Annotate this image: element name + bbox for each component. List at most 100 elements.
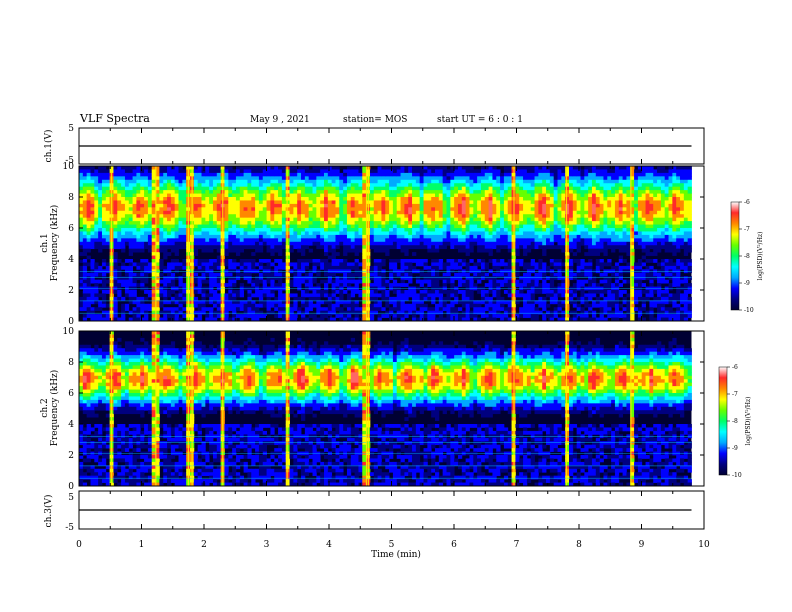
spectrogram-cell xyxy=(412,214,417,219)
spectrogram-cell xyxy=(98,279,103,284)
spectrogram-cell xyxy=(243,307,248,312)
spectrogram-cell xyxy=(243,262,248,267)
spectrogram-cell xyxy=(335,283,340,287)
spectrogram-cell xyxy=(163,252,168,256)
spectrogram-cell xyxy=(435,221,440,225)
spectrogram-cell xyxy=(392,217,398,222)
spectrogram-cell xyxy=(369,169,375,174)
spectrogram-cell xyxy=(530,217,535,222)
spectrogram-cell xyxy=(293,293,298,298)
spectrogram-cell xyxy=(86,300,91,305)
spectrogram-cell xyxy=(396,293,401,298)
spectrogram-cell xyxy=(270,186,275,191)
spectrogram-cell xyxy=(385,179,390,184)
spectrogram-cell xyxy=(385,190,390,194)
spectrogram-cell xyxy=(461,186,467,191)
spectrogram-cell xyxy=(324,290,329,294)
spectrogram-cell xyxy=(247,296,252,301)
spectrogram-cell xyxy=(392,200,398,205)
spectrogram-cell xyxy=(465,203,470,208)
spectrogram-cell xyxy=(423,172,428,177)
spectrogram-cell xyxy=(503,183,509,188)
spectrogram-cell xyxy=(526,276,532,281)
spectrogram-cell xyxy=(320,203,325,208)
spectrogram-cell xyxy=(350,169,356,174)
spectrogram-cell xyxy=(438,290,444,294)
spectrogram-cell xyxy=(224,262,229,267)
spectrogram-cell xyxy=(297,234,302,239)
spectrogram-cell xyxy=(561,169,566,174)
spectrogram-cell xyxy=(324,228,329,232)
spectrogram-cell xyxy=(346,248,352,253)
spectrogram-cell xyxy=(79,183,84,188)
spectrogram-cell xyxy=(224,248,229,253)
spectrogram-cell xyxy=(182,179,187,184)
spectrogram-cell xyxy=(435,217,440,222)
spectrogram-cell xyxy=(266,221,271,225)
spectrogram-cell xyxy=(496,279,501,284)
spectrogram-cell xyxy=(465,186,470,191)
spectrogram-cell xyxy=(228,207,233,212)
spectrogram-cell xyxy=(159,224,164,229)
spectrogram-cell xyxy=(301,248,306,253)
spectrogram-cell xyxy=(480,172,486,177)
spectrogram-cell xyxy=(561,172,566,177)
spectrogram-cell xyxy=(251,224,256,229)
spectrogram-cell xyxy=(389,169,394,174)
spectrogram-cell xyxy=(469,186,474,191)
spectrogram-cell xyxy=(316,300,321,305)
spectrogram-cell xyxy=(274,259,279,263)
spectrogram-cell xyxy=(561,314,566,318)
spectrogram-cell xyxy=(385,193,390,198)
spectrogram-cell xyxy=(484,228,490,232)
spectrogram-cell xyxy=(469,193,474,198)
spectrogram-cell xyxy=(193,303,199,308)
spectrogram-cell xyxy=(159,221,164,225)
spectrogram-cell xyxy=(278,200,283,205)
spectrogram-cell xyxy=(534,214,539,219)
spectrogram-cell xyxy=(239,217,245,222)
spectrogram-cell xyxy=(101,283,107,287)
spectrogram-cell xyxy=(301,228,306,232)
spectrogram-cell xyxy=(193,290,199,294)
spectrogram-cell xyxy=(346,228,352,232)
spectrogram-cell xyxy=(526,221,532,225)
spectrogram-cell xyxy=(507,214,512,219)
spectrogram-cell xyxy=(297,176,302,181)
spectrogram-cell xyxy=(308,248,313,253)
spectrogram-cell xyxy=(389,276,394,281)
spectrogram-cell xyxy=(557,169,562,174)
spectrogram-cell xyxy=(90,197,95,201)
spectrogram-cell xyxy=(293,317,298,322)
spectrogram-cell xyxy=(274,300,279,305)
spectrogram-cell xyxy=(331,241,336,246)
spectrogram-cell xyxy=(105,203,111,208)
spectrogram-cell xyxy=(488,200,493,205)
spectrogram-cell xyxy=(193,300,199,305)
spectrogram-cell xyxy=(350,307,356,312)
spectrogram-cell xyxy=(343,283,348,287)
spectrogram-cell xyxy=(324,265,329,270)
spectrogram-cell xyxy=(442,276,447,281)
spectrogram-cell xyxy=(151,314,156,318)
spectrogram-cell xyxy=(140,259,145,263)
spectrogram-cell xyxy=(335,238,340,243)
spectrogram-cell xyxy=(270,224,275,229)
spectrogram-cell xyxy=(285,259,290,263)
spectrogram-cell xyxy=(266,279,271,284)
spectrogram-cell xyxy=(193,245,199,250)
spectrogram-cell xyxy=(377,231,382,236)
spectrogram-cell xyxy=(232,283,237,287)
spectrogram-cell xyxy=(90,300,95,305)
spectrogram-cell xyxy=(201,169,206,174)
spectrogram-cell xyxy=(205,214,210,219)
spectrogram-cell xyxy=(450,190,455,194)
spectrogram-cell xyxy=(408,259,413,263)
spectrogram-cell xyxy=(167,200,172,205)
spectrogram-cell xyxy=(454,214,459,219)
spectrogram-cell xyxy=(503,310,509,315)
spectrogram-cell xyxy=(251,203,256,208)
spectrogram-cell xyxy=(408,214,413,219)
spectrogram-cell xyxy=(147,303,153,308)
spectrogram-cell xyxy=(335,224,340,229)
